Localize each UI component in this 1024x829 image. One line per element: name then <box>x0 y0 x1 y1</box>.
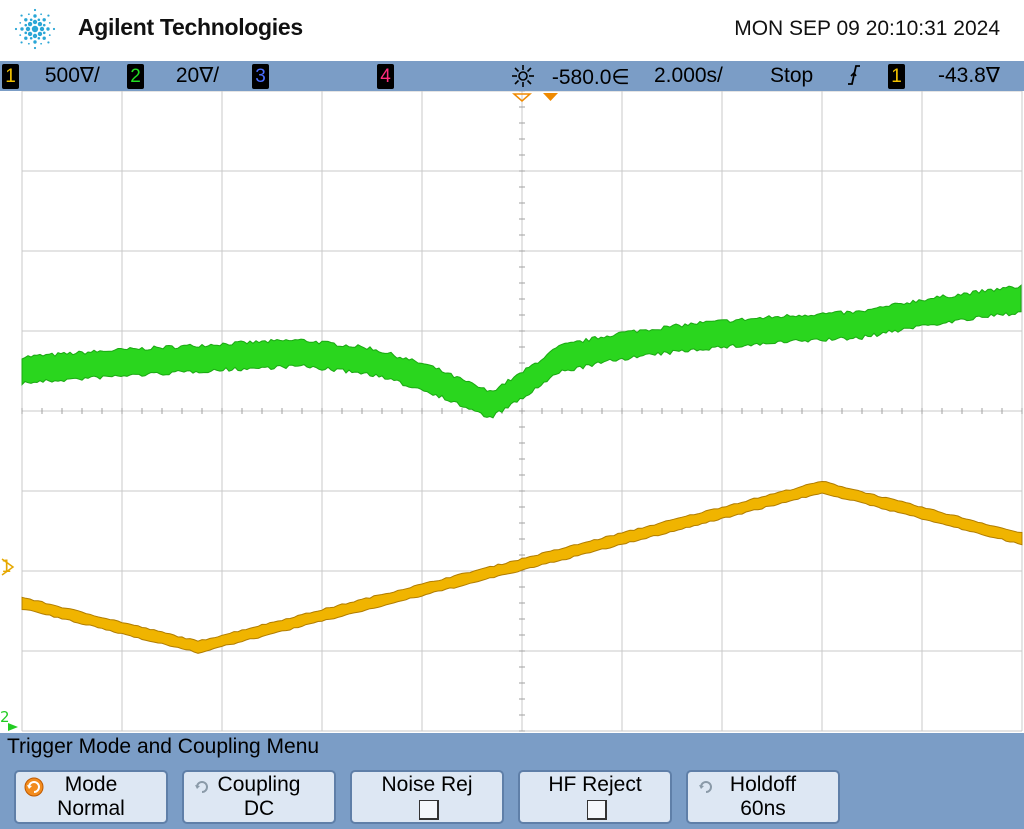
coupling-label: Coupling <box>217 773 301 796</box>
noise-rej-checkbox[interactable] <box>419 800 439 820</box>
delay-value: -580.0 <box>551 66 612 89</box>
noise-rej-label: Noise Rej <box>381 773 473 796</box>
delay-icon <box>512 65 534 87</box>
ch1-badge: 1 <box>2 64 19 89</box>
delay-reference-marker <box>543 93 558 101</box>
holdoff-value: 60ns <box>740 797 786 820</box>
ch2-trace <box>21 284 1022 419</box>
waveform-display[interactable]: 1 2 <box>0 91 1024 733</box>
trigger-source-status[interactable]: 1 <box>888 63 905 89</box>
ch2-ground-marker: 2 <box>0 708 18 731</box>
trigger-source-badge: 1 <box>888 64 905 89</box>
hf-reject-label: HF Reject <box>548 773 642 796</box>
trigger-level-value: -43.8 <box>938 64 986 87</box>
rising-edge-icon <box>848 65 860 85</box>
agilent-spark-icon <box>14 8 56 50</box>
timebase[interactable]: 2.000s/ <box>654 64 723 87</box>
brand-name: Agilent Technologies <box>78 14 303 40</box>
graticule: 1 2 <box>0 91 1023 732</box>
header: Agilent Technologies MON SEP 09 20:10:31… <box>0 0 1024 61</box>
ch1-scale: 500 <box>44 64 80 87</box>
trigger-slope[interactable] <box>845 63 863 89</box>
noise-rej-softkey[interactable]: Noise Rej <box>350 770 504 824</box>
ch1-ground-marker: 1 <box>1 557 15 577</box>
ch1-status[interactable]: 1 500∇/ <box>2 63 100 89</box>
ch3-status[interactable]: 3 <box>252 63 269 89</box>
ch2-scale: 20 <box>175 64 200 87</box>
menu-title: Trigger Mode and Coupling Menu <box>7 735 320 758</box>
datetime: MON SEP 09 20:10:31 2024 <box>734 17 1000 40</box>
holdoff-softkey[interactable]: Holdoff 60ns <box>686 770 840 824</box>
trigger-level-unit: ∇ <box>985 64 1000 87</box>
ch2-badge: 2 <box>127 64 144 89</box>
coupling-softkey[interactable]: Coupling DC <box>182 770 336 824</box>
mode-softkey[interactable]: Mode Normal <box>14 770 168 824</box>
ch4-status[interactable]: 4 <box>377 63 394 89</box>
mode-label: Mode <box>64 773 118 796</box>
delay-status[interactable]: -580.0∈ <box>510 63 630 89</box>
delay-unit: ∈ <box>611 66 630 89</box>
run-state[interactable]: Stop <box>770 64 814 87</box>
ch2-status[interactable]: 2 20∇/ <box>127 63 219 89</box>
ch2-ground-label: 2 <box>0 708 10 726</box>
hf-reject-softkey[interactable]: HF Reject <box>518 770 672 824</box>
softkey-menu: Trigger Mode and Coupling Menu Mode Norm… <box>0 733 1024 829</box>
mode-value: Normal <box>57 797 125 820</box>
ch4-badge: 4 <box>377 64 394 89</box>
status-bar: 1 500∇/ 2 20∇/ 3 4 -580.0∈ 2.000s/ Stop <box>0 61 1024 91</box>
ch1-scale-unit: ∇/ <box>79 64 100 87</box>
entry-knob-icon <box>195 781 208 793</box>
coupling-value: DC <box>243 797 275 820</box>
hf-reject-checkbox[interactable] <box>587 800 607 820</box>
ch2-scale-unit: ∇/ <box>199 64 220 87</box>
ch3-badge: 3 <box>252 64 269 89</box>
entry-knob-icon <box>699 781 712 793</box>
holdoff-label: Holdoff <box>729 773 797 796</box>
ch1-trace <box>21 480 1023 654</box>
trigger-level[interactable]: -43.8∇ <box>938 63 1000 89</box>
trigger-position-marker <box>512 93 532 102</box>
ch1-ground-label: 1 <box>1 557 12 577</box>
entry-knob-icon <box>24 777 44 797</box>
